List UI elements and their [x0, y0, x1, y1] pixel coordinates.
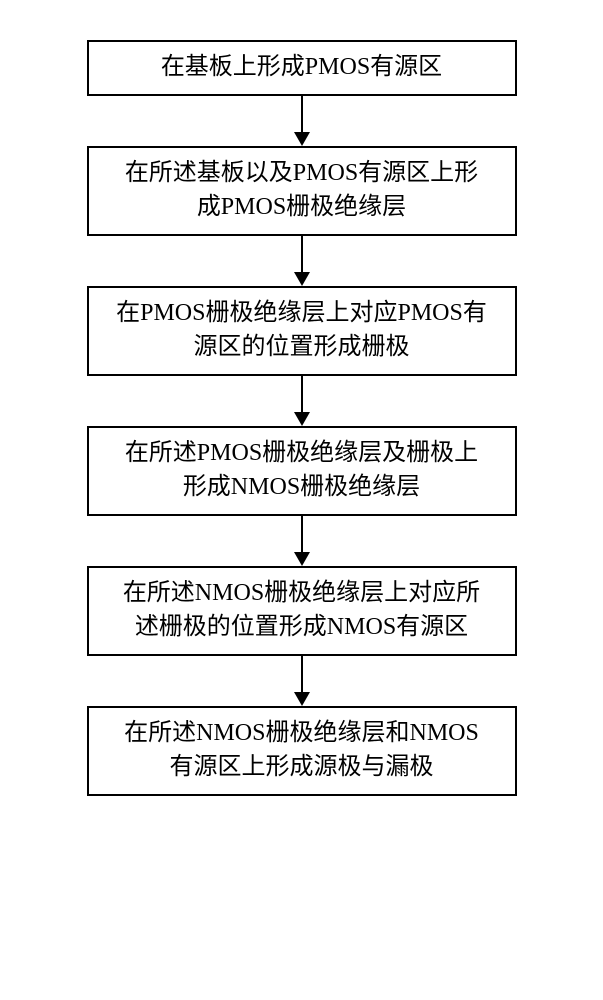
flowchart-step-4: 在所述PMOS栅极绝缘层及栅极上形成NMOS栅极绝缘层 — [87, 426, 517, 516]
flowchart-step-3: 在PMOS栅极绝缘层上对应PMOS有源区的位置形成栅极 — [87, 286, 517, 376]
flowchart-step-5: 在所述NMOS栅极绝缘层上对应所述栅极的位置形成NMOS有源区 — [87, 566, 517, 656]
arrow-5 — [290, 656, 314, 706]
step-text: 在所述PMOS栅极绝缘层及栅极上形成NMOS栅极绝缘层 — [125, 437, 478, 504]
arrow-4 — [290, 516, 314, 566]
flowchart-step-1: 在基板上形成PMOS有源区 — [87, 40, 517, 96]
step-text: 在PMOS栅极绝缘层上对应PMOS有源区的位置形成栅极 — [116, 297, 487, 364]
step-text: 在所述NMOS栅极绝缘层和NMOS有源区上形成源极与漏极 — [124, 717, 479, 784]
arrow-1 — [290, 96, 314, 146]
flowchart-step-2: 在所述基板以及PMOS有源区上形成PMOS栅极绝缘层 — [87, 146, 517, 236]
arrow-3 — [290, 376, 314, 426]
step-text: 在所述NMOS栅极绝缘层上对应所述栅极的位置形成NMOS有源区 — [123, 577, 480, 644]
arrow-2 — [290, 236, 314, 286]
step-text: 在所述基板以及PMOS有源区上形成PMOS栅极绝缘层 — [125, 157, 478, 224]
flowchart-step-6: 在所述NMOS栅极绝缘层和NMOS有源区上形成源极与漏极 — [87, 706, 517, 796]
step-text: 在基板上形成PMOS有源区 — [161, 51, 442, 85]
